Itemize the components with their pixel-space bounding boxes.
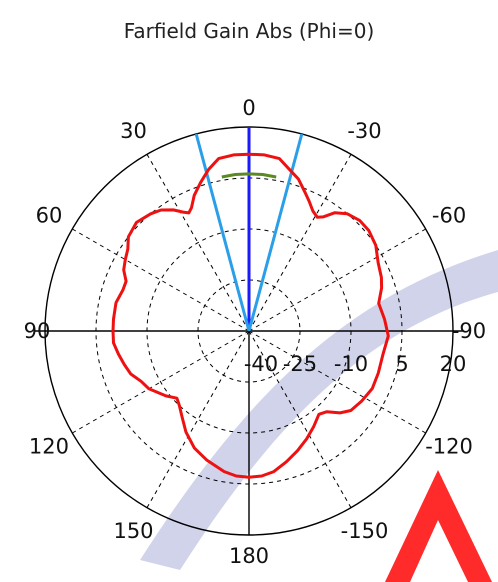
angle-label-9: -90: [452, 319, 486, 343]
radial-tick-labels: -40 -25 -10 5 20: [244, 352, 467, 376]
angle-tick-labels: 0 30 60 90 120 150 180 -150 -120 -90 -60 -30: [24, 96, 487, 568]
angle-label-5: 150: [113, 519, 153, 543]
series-0-line: [111, 152, 390, 479]
watermark: [140, 250, 498, 582]
angle-label-11: -30: [347, 119, 381, 143]
series-group: [111, 152, 390, 479]
angle-label-2: 60: [36, 204, 63, 228]
radial-label-3: 5: [395, 352, 408, 376]
watermark-red-a: [385, 470, 492, 582]
reference-lines: [194, 127, 304, 332]
angle-label-6: 180: [229, 544, 269, 568]
angle-label-4: 120: [29, 435, 69, 459]
radial-label-2: -10: [334, 352, 368, 376]
radial-label-4: 20: [440, 352, 467, 376]
angle-label-8: -120: [425, 435, 473, 459]
spoke-2: [72, 228, 250, 332]
reference-line-1: [194, 133, 251, 332]
spoke-11: [248, 154, 352, 332]
radial-label-0: -40: [244, 352, 278, 376]
radial-label-1: -25: [283, 352, 317, 376]
chart-title: Farfield Gain Abs (Phi=0): [124, 19, 375, 43]
spoke-8: [248, 330, 426, 434]
spoke-7: [248, 330, 352, 508]
watermark-blue-swoosh: [140, 250, 498, 570]
angle-label-1: 30: [120, 119, 147, 143]
reference-line-2: [247, 133, 304, 332]
spoke-4: [72, 330, 250, 434]
angle-label-7: -150: [341, 519, 389, 543]
series-1-line: [221, 172, 277, 179]
spoke-10: [248, 228, 426, 332]
angle-label-3: 90: [24, 319, 51, 343]
angle-label-10: -60: [432, 204, 466, 228]
angle-label-0: 0: [242, 96, 255, 120]
spoke-1: [146, 154, 250, 332]
spoke-5: [146, 330, 250, 508]
